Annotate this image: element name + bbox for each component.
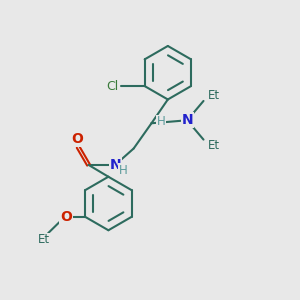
Text: N: N xyxy=(181,113,193,127)
Text: Et: Et xyxy=(208,139,220,152)
Text: H: H xyxy=(157,115,165,128)
Text: H: H xyxy=(119,164,128,177)
Text: Et: Et xyxy=(38,233,50,246)
Text: N: N xyxy=(110,158,121,172)
Text: Et: Et xyxy=(208,88,220,101)
Text: O: O xyxy=(71,132,83,146)
Text: Cl: Cl xyxy=(106,80,119,93)
Text: O: O xyxy=(60,210,72,224)
